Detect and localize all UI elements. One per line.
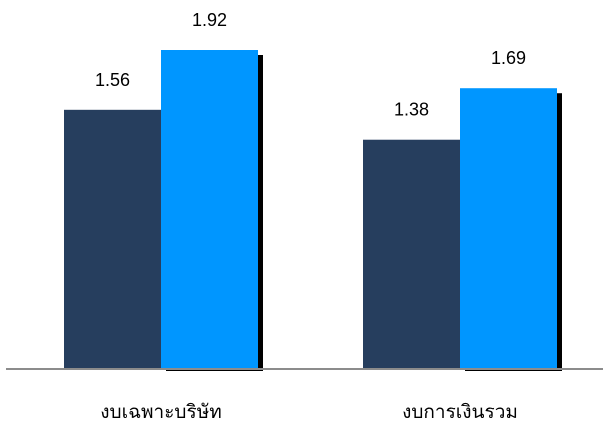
data-label-0-1: 1.92 bbox=[192, 10, 227, 30]
bar-0-1 bbox=[161, 50, 258, 369]
category-label-1: งบการเงินรวม bbox=[402, 401, 518, 423]
data-label-0-0: 1.56 bbox=[95, 70, 130, 90]
bar-1-1 bbox=[460, 88, 557, 370]
bar-1-0 bbox=[363, 139, 460, 369]
bar-0-0 bbox=[64, 109, 161, 369]
bars-layer bbox=[64, 50, 562, 372]
labels-layer: 1.56 1.92 งบเฉพาะบริษัท 1.38 1.69 งบการเงินรว… bbox=[95, 10, 526, 423]
data-label-1-1: 1.69 bbox=[491, 48, 526, 68]
data-label-1-0: 1.38 bbox=[394, 100, 429, 120]
category-label-0: งบเฉพาะบริษัท bbox=[100, 401, 222, 423]
